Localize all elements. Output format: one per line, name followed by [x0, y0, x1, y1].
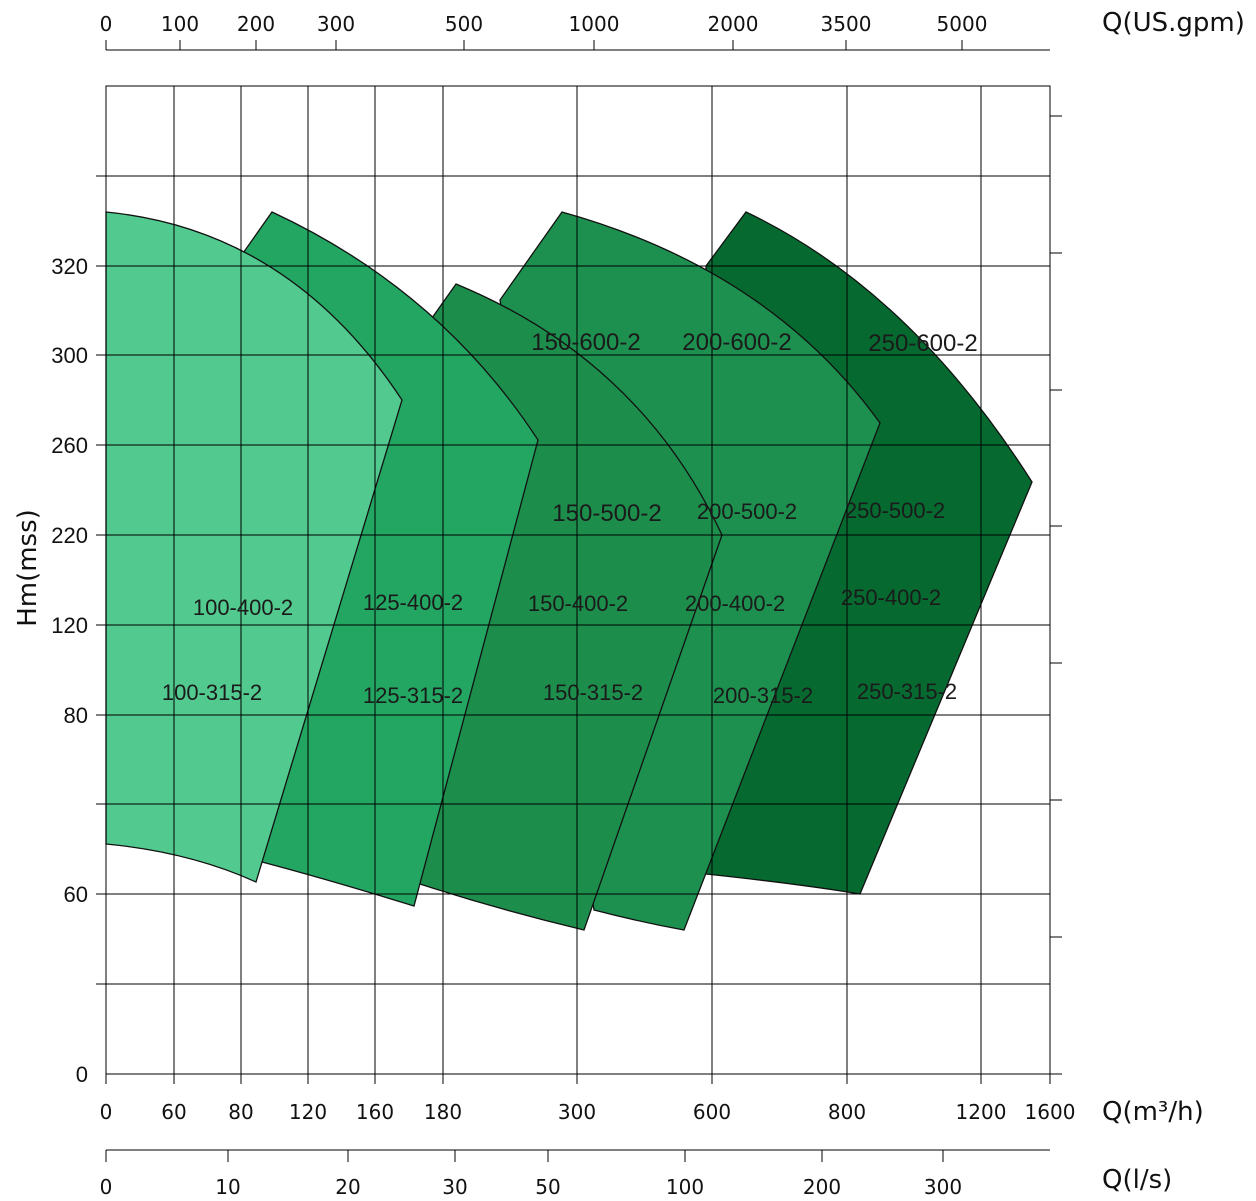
bottom-axis-title: Q(l/s) — [1102, 1165, 1172, 1195]
top-x-tick-label: 200 — [237, 12, 275, 36]
model-label-125-400-2: 125-400-2 — [363, 590, 463, 615]
main-x-tick-label: 80 — [228, 1100, 253, 1124]
model-label-200-500-2: 200-500-2 — [697, 499, 797, 524]
top-x-tick-label: 0 — [100, 12, 113, 36]
model-label-200-400-2: 200-400-2 — [685, 591, 785, 616]
bottom-x-tick-label: 50 — [535, 1175, 560, 1199]
y-tick-label: 0 — [76, 1062, 88, 1087]
main-x-tick-label: 800 — [828, 1100, 866, 1124]
main-axis-title: Q(m³/h) — [1102, 1097, 1204, 1127]
top-x-tick-label: 300 — [317, 12, 355, 36]
top-x-tick-label: 500 — [445, 12, 483, 36]
y-tick-label: 80 — [64, 703, 88, 728]
model-label-150-315-2: 150-315-2 — [543, 680, 643, 705]
y-tick-label: 60 — [64, 882, 88, 907]
model-label-200-315-2: 200-315-2 — [713, 683, 813, 708]
bottom-x-tick-label: 200 — [803, 1175, 841, 1199]
model-label-250-315-2: 250-315-2 — [857, 679, 957, 704]
bottom-x-tick-label: 0 — [100, 1175, 113, 1199]
main-x-tick-label: 160 — [356, 1100, 394, 1124]
model-label-150-600-2: 150-600-2 — [531, 329, 640, 356]
model-label-100-400-2: 100-400-2 — [193, 595, 293, 620]
main-x-tick-label: 300 — [558, 1100, 596, 1124]
y-tick-label: 120 — [51, 613, 88, 638]
top-x-tick-label: 5000 — [937, 12, 988, 36]
model-label-250-500-2: 250-500-2 — [845, 498, 945, 523]
chart-grid — [96, 85, 1062, 1075]
main-x-tick-label: 120 — [289, 1100, 327, 1124]
model-label-125-315-2: 125-315-2 — [363, 683, 463, 708]
model-label-250-600-2: 250-600-2 — [868, 330, 977, 357]
top-x-tick-label: 1000 — [569, 12, 620, 36]
top-x-tick-label: 100 — [161, 12, 199, 36]
bottom-x-tick-label: 10 — [215, 1175, 240, 1199]
bottom-x-tick-label: 100 — [666, 1175, 704, 1199]
bottom-x-tick-label: 30 — [442, 1175, 467, 1199]
y-tick-label: 300 — [51, 343, 88, 368]
top-axis-title: Q(US.gpm) — [1102, 8, 1245, 38]
model-label-150-500-2: 150-500-2 — [552, 500, 661, 527]
model-label-100-315-2: 100-315-2 — [162, 680, 262, 705]
main-x-tick-label: 1200 — [956, 1100, 1007, 1124]
model-label-250-400-2: 250-400-2 — [841, 585, 941, 610]
main-x-tick-label: 600 — [693, 1100, 731, 1124]
y-tick-label: 320 — [51, 254, 88, 279]
bottom-x-tick-label: 20 — [335, 1175, 360, 1199]
y-tick-label: 260 — [51, 433, 88, 458]
region-labels: 100-400-2 100-315-2 125-400-2 125-315-2 150-… — [162, 329, 978, 708]
main-x-tick-label: 180 — [424, 1100, 462, 1124]
top-x-tick-label: 2000 — [708, 12, 759, 36]
top-x-tick-label: 3500 — [821, 12, 872, 36]
pump-regions — [105, 211, 1033, 931]
model-label-200-600-2: 200-600-2 — [682, 329, 791, 356]
model-label-150-400-2: 150-400-2 — [528, 591, 628, 616]
bottom-x-tick-label: 300 — [924, 1175, 962, 1199]
main-x-tick-label: 1600 — [1025, 1100, 1076, 1124]
main-x-tick-label: 60 — [161, 1100, 186, 1124]
y-tick-label: 220 — [51, 523, 88, 548]
main-x-tick-label: 0 — [100, 1100, 113, 1124]
y-axis-title: Hm(mss) — [13, 509, 43, 627]
